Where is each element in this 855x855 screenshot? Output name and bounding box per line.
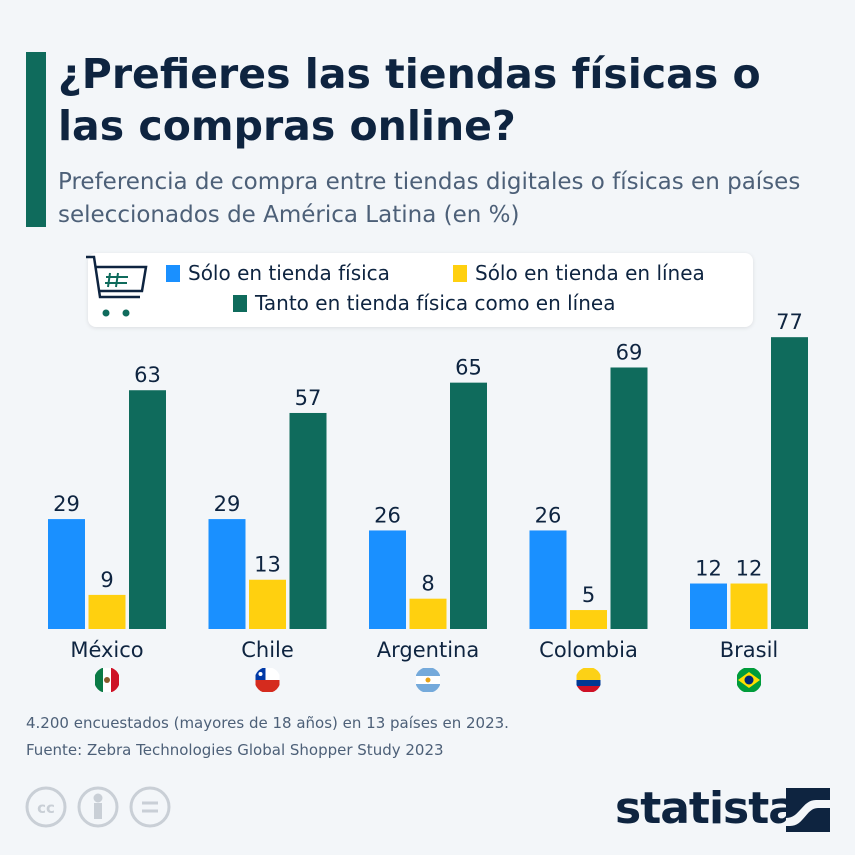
colombia-flag-icon <box>576 668 601 692</box>
bar <box>289 412 327 629</box>
data-label: 63 <box>134 363 161 387</box>
bar-chart: 29 9 63 México 29 13 57 Chile 26 8 65 Argentina 26 5 6… <box>48 310 808 692</box>
legend-label: Tanto en tienda física como en línea <box>255 291 616 315</box>
legend-item-online: Sólo en tienda en línea <box>453 261 705 285</box>
shopping-cart-icon <box>86 255 148 317</box>
data-label: 57 <box>295 386 322 410</box>
svg-text:cc: cc <box>37 799 55 817</box>
statista-logo-mark <box>786 788 830 832</box>
bar <box>450 382 487 629</box>
bar <box>249 579 286 629</box>
cc-icon: cc <box>25 786 67 828</box>
chile-flag-icon <box>255 668 280 692</box>
category-label: Colombia <box>539 638 638 662</box>
chart-title: ¿Prefieres las tiendas físicas o las com… <box>58 50 761 150</box>
data-label: 65 <box>455 356 482 380</box>
bar <box>690 583 727 629</box>
data-label: 12 <box>695 557 722 581</box>
data-label: 12 <box>736 557 763 581</box>
category-label: Argentina <box>377 638 479 662</box>
source-note: Fuente: Zebra Technologies Global Shoppe… <box>26 741 444 759</box>
data-label: 69 <box>616 340 643 364</box>
bar <box>48 519 85 629</box>
data-label: 8 <box>421 572 434 596</box>
bar <box>730 583 768 629</box>
statista-logo: statista <box>615 783 798 834</box>
data-label: 13 <box>254 553 281 577</box>
bar <box>409 598 447 629</box>
legend-item-both: Tanto en tienda física como en línea <box>233 291 615 315</box>
category-label: Brasil <box>720 638 779 662</box>
data-label: 5 <box>582 583 595 607</box>
bar <box>88 594 126 629</box>
data-label: 77 <box>776 310 803 334</box>
data-label: 26 <box>535 503 562 527</box>
legend-item-physical: Sólo en tienda física <box>166 261 390 285</box>
legend-label: Sólo en tienda física <box>188 261 390 285</box>
no-derivatives-icon <box>129 786 171 828</box>
bar <box>129 390 166 629</box>
data-label: 9 <box>100 568 113 592</box>
bar <box>208 519 246 629</box>
license-icons: cc <box>25 786 171 828</box>
legend: Sólo en tienda física Sólo en tienda en … <box>86 253 753 327</box>
data-label: 26 <box>374 503 401 527</box>
mexico-flag-icon <box>95 668 119 692</box>
category-label: Chile <box>241 638 294 662</box>
category-label: México <box>70 638 143 662</box>
brazil-flag-icon <box>737 668 761 692</box>
data-label: 29 <box>214 492 241 516</box>
bar <box>771 337 808 629</box>
data-label: 29 <box>53 492 80 516</box>
legend-label: Sólo en tienda en línea <box>475 261 705 285</box>
accent-bar <box>26 52 46 227</box>
attribution-icon <box>77 786 119 828</box>
bar <box>369 530 406 629</box>
bar <box>570 610 607 629</box>
sample-note: 4.200 encuestados (mayores de 18 años) e… <box>26 714 509 732</box>
chart-subtitle: Preferencia de compra entre tiendas digi… <box>58 169 801 228</box>
bar <box>529 530 567 629</box>
bar <box>610 367 648 629</box>
argentina-flag-icon <box>416 668 440 692</box>
